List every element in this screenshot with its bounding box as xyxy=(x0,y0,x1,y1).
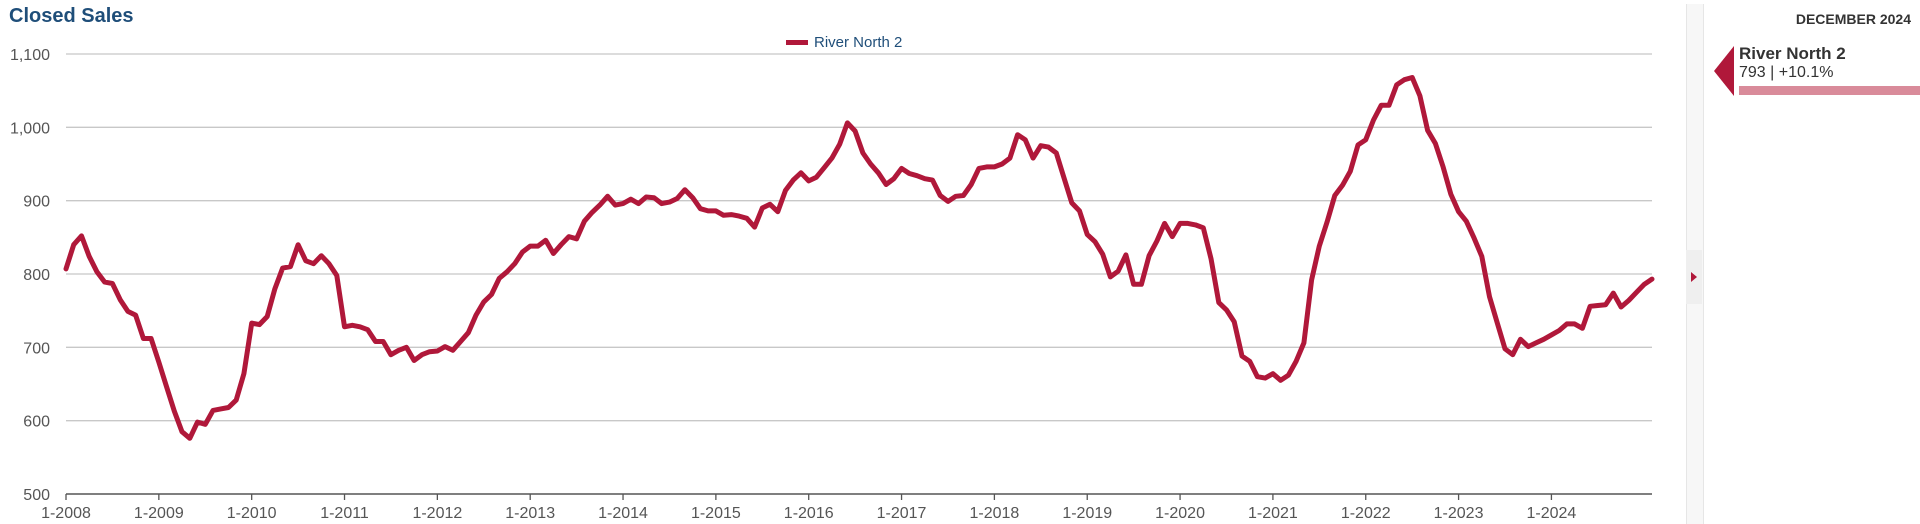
x-tick-label: 1-2018 xyxy=(969,505,1019,522)
x-tick-label: 1-2013 xyxy=(505,505,555,522)
legend[interactable]: River North 2 xyxy=(786,34,902,51)
series-line-river-north-2 xyxy=(63,75,1655,441)
y-tick-label: 1,100 xyxy=(10,47,50,64)
x-tick-label: 1-2010 xyxy=(227,505,277,522)
x-tick-label: 1-2015 xyxy=(691,505,741,522)
line-chart: 500 600 700 800 900 1,000 1,100 1-2008 1-2009 1-… xyxy=(10,47,1655,522)
x-tick-label: 1-2017 xyxy=(877,505,927,522)
side-panel-series-item[interactable]: River North 2 793 | +10.1% xyxy=(1714,44,1920,100)
y-tick-label: 800 xyxy=(23,267,50,284)
side-panel-series-value: 793 | +10.1% xyxy=(1739,64,1834,81)
x-tick-label: 1-2012 xyxy=(412,505,462,522)
y-tick-label: 700 xyxy=(23,340,50,357)
x-tick-label: 1-2023 xyxy=(1434,505,1484,522)
chart-title: Closed Sales xyxy=(9,5,134,27)
legend-swatch xyxy=(786,40,808,45)
side-panel-value-bar xyxy=(1739,86,1920,95)
x-tick-label: 1-2022 xyxy=(1341,505,1391,522)
x-tick-label: 1-2016 xyxy=(784,505,834,522)
legend-label: River North 2 xyxy=(814,34,903,51)
y-tick-label: 1,000 xyxy=(10,120,50,137)
series-pointer-icon xyxy=(1714,46,1734,96)
chevron-right-icon xyxy=(1691,272,1697,282)
x-tick-label: 1-2024 xyxy=(1527,505,1577,522)
x-tick-label: 1-2021 xyxy=(1248,505,1298,522)
collapse-panel-button[interactable] xyxy=(1686,250,1702,304)
x-tick-label: 1-2008 xyxy=(41,505,91,522)
x-tick-label: 1-2019 xyxy=(1062,505,1112,522)
side-panel-date: DECEMBER 2024 xyxy=(1795,11,1911,27)
y-tick-label: 500 xyxy=(23,487,50,504)
y-tick-label: 900 xyxy=(23,194,50,211)
x-tick-label: 1-2009 xyxy=(134,505,184,522)
x-tick-label: 1-2011 xyxy=(320,505,369,522)
x-tick-label: 1-2020 xyxy=(1155,505,1205,522)
y-tick-label: 600 xyxy=(23,414,50,431)
x-tick-label: 1-2014 xyxy=(598,505,648,522)
side-panel-series-name: River North 2 xyxy=(1739,44,1846,63)
